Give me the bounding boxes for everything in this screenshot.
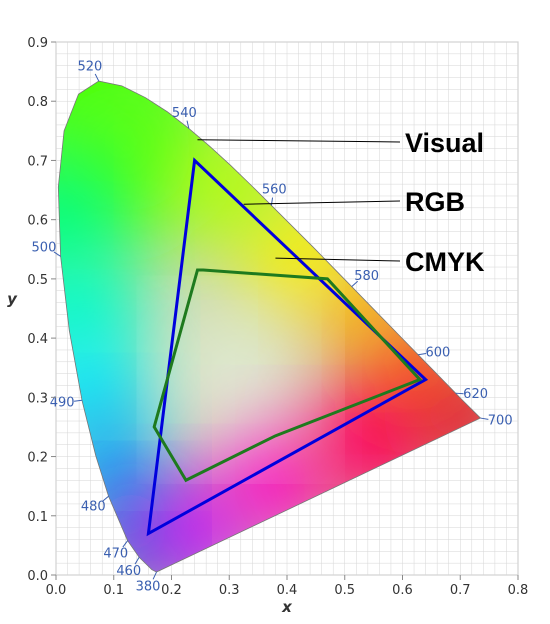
y-tick-label: 0.1 bbox=[27, 510, 48, 525]
legend-label-cmyk: CMYK bbox=[405, 247, 485, 277]
x-tick-label: 0.0 bbox=[46, 583, 67, 598]
wavelength-tick bbox=[122, 540, 129, 548]
wavelength-label-700: 700 bbox=[488, 414, 513, 429]
wavelength-label-540: 540 bbox=[172, 106, 197, 121]
wavelength-tick bbox=[134, 556, 140, 565]
axis-ticks: 0.0 0.1 0.2 0.3 0.4 0.5 0.6 0.7 0.8 0.0 0.1 0.2 0.3 0… bbox=[27, 36, 528, 598]
x-tick-label: 0.7 bbox=[450, 583, 471, 598]
color-blob bbox=[188, 327, 293, 432]
y-tick-label: 0.0 bbox=[27, 569, 48, 584]
y-tick-label: 0.4 bbox=[27, 332, 48, 347]
wavelength-label-580: 580 bbox=[354, 269, 379, 284]
wavelength-tick bbox=[73, 399, 83, 402]
x-axis-title: x bbox=[281, 598, 293, 616]
x-tick-label: 0.1 bbox=[103, 583, 124, 598]
wavelength-label-460: 460 bbox=[116, 564, 141, 579]
wavelength-tick bbox=[53, 251, 61, 257]
wavelength-tick bbox=[455, 392, 464, 395]
wavelength-tick bbox=[480, 417, 489, 420]
x-tick-label: 0.3 bbox=[219, 583, 240, 598]
y-tick-label: 0.8 bbox=[27, 95, 48, 110]
gamut-polygons bbox=[146, 157, 429, 537]
wavelength-tick bbox=[102, 495, 109, 502]
wavelength-label-600: 600 bbox=[425, 345, 450, 360]
x-tick-label: 0.4 bbox=[277, 583, 298, 598]
y-tick-label: 0.9 bbox=[27, 36, 48, 51]
wavelength-tick bbox=[186, 120, 190, 129]
y-axis-title: y bbox=[7, 290, 18, 308]
x-tick-label: 0.8 bbox=[508, 583, 529, 598]
x-tick-label: 0.2 bbox=[161, 583, 182, 598]
leader-visual bbox=[197, 139, 401, 143]
legend-label-rgb: RGB bbox=[405, 187, 465, 217]
wavelength-label-490: 490 bbox=[50, 395, 75, 410]
spectral-locus-outline bbox=[57, 80, 482, 573]
x-tick-label: 0.5 bbox=[334, 583, 355, 598]
gamut-rgb bbox=[146, 157, 429, 537]
y-tick-label: 0.2 bbox=[27, 451, 48, 466]
x-tick-label: 0.6 bbox=[392, 583, 413, 598]
wavelength-label-470: 470 bbox=[103, 547, 128, 562]
wavelength-tick bbox=[94, 73, 100, 82]
y-tick-label: 0.3 bbox=[27, 391, 48, 406]
wavelength-label-480: 480 bbox=[81, 500, 106, 515]
y-tick-label: 0.5 bbox=[27, 273, 48, 288]
wavelength-label-500: 500 bbox=[32, 241, 57, 256]
y-tick-label: 0.7 bbox=[27, 154, 48, 169]
gamut-cmyk bbox=[152, 268, 423, 483]
wavelength-label-520: 520 bbox=[77, 60, 102, 75]
legend-label-visual: Visual bbox=[405, 128, 484, 158]
legend-leaders bbox=[197, 139, 401, 262]
wavelength-label-560: 560 bbox=[262, 183, 287, 198]
wavelength-label-380: 380 bbox=[136, 580, 161, 595]
wavelength-tick bbox=[351, 280, 359, 287]
legend: Visual RGB CMYK bbox=[405, 128, 485, 277]
y-tick-label: 0.6 bbox=[27, 214, 48, 229]
wavelength-label-620: 620 bbox=[463, 387, 488, 402]
leader-rgb bbox=[243, 200, 401, 205]
wavelength-tick bbox=[418, 353, 427, 356]
leader-cmyk bbox=[275, 257, 401, 262]
wavelength-tick bbox=[152, 571, 157, 580]
